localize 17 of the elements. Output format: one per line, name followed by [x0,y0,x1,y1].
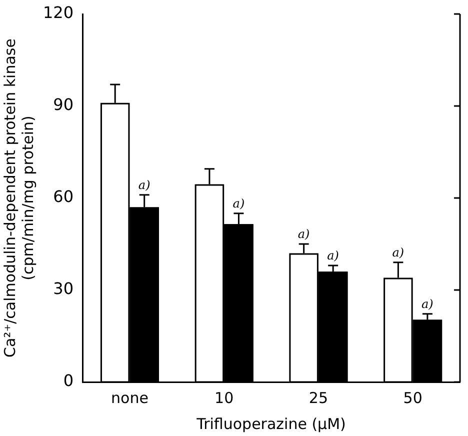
annotation: a) [327,248,340,263]
y-axis-title: Ca²⁺/calmodulin-dependent protein kinase (cpm/min/mg protein) [0,38,37,358]
y-tick-label: 30 [53,279,74,298]
annotation: a) [138,178,151,192]
x-axis-title: Trifluoperazine (μM) [196,414,346,433]
annotation: a) [232,196,245,210]
y-tick-label: 0 [63,371,74,390]
annotation: a) [422,297,434,312]
y-tick-label: 120 [42,3,74,22]
annotation: a) [392,246,404,260]
annotation: a) [298,227,310,242]
x-tick-label: 50 [403,388,422,407]
x-tick-label: 25 [308,388,328,407]
x-tick-label: 10 [214,388,234,407]
y-tick-label: 60 [53,187,74,206]
x-tick-label: none [111,388,148,407]
y-tick-label: 90 [53,95,74,114]
